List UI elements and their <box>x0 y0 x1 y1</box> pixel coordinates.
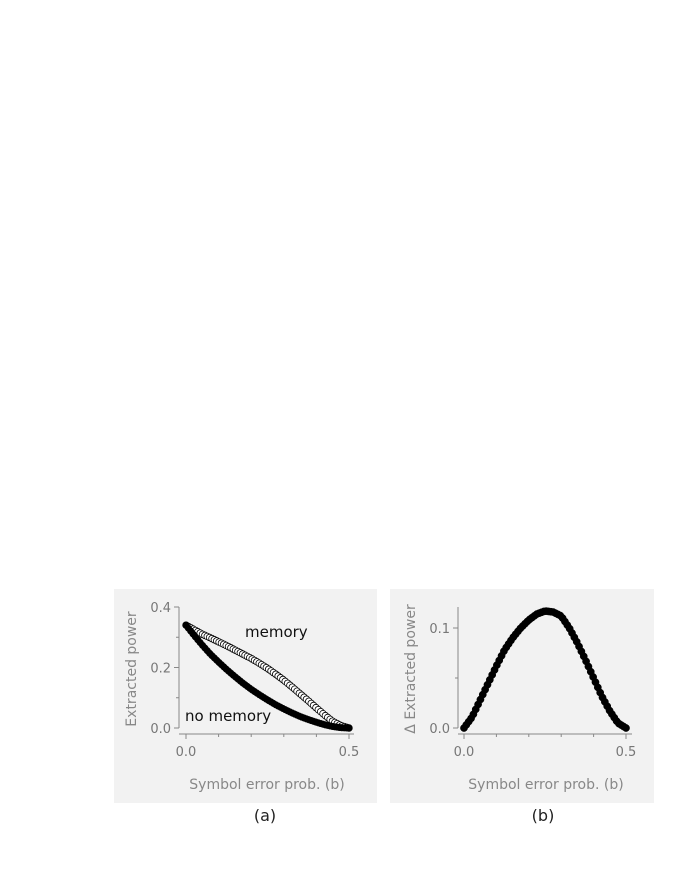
panel-label-a: (a) <box>253 806 277 825</box>
chart-panel-a: 0.0 0.2 0.4 0.0 0.5 Symbol error prob. (b) Ext… <box>114 589 377 803</box>
y-tick-label: 0.1 <box>429 622 450 637</box>
annotation-memory: memory <box>245 623 308 641</box>
y-axis-label: Extracted power <box>124 611 140 727</box>
chart-panel-b: 0.0 0.1 0.0 0.5 Symbol error prob. (b) Δ Extr… <box>390 589 654 803</box>
chart-b-svg: 0.0 0.1 0.0 0.5 Symbol error prob. (b) Δ Extr… <box>403 604 637 793</box>
panel-label-b: (b) <box>531 806 555 825</box>
chart-a-svg: 0.0 0.2 0.4 0.0 0.5 Symbol error prob. (b) Ext… <box>124 601 360 793</box>
x-axis-label: Symbol error prob. (b) <box>468 777 623 793</box>
x-axis-label: Symbol error prob. (b) <box>189 777 344 793</box>
y-tick-label: 0.0 <box>150 722 171 737</box>
y-tick-label: 0.4 <box>150 601 171 616</box>
series-delta <box>460 607 630 732</box>
y-tick-label: 0.2 <box>150 662 171 677</box>
data-point <box>345 724 353 732</box>
annotation-no-memory: no memory <box>185 707 271 725</box>
x-tick-label: 0.0 <box>454 745 475 760</box>
y-tick-label: 0.0 <box>429 722 450 737</box>
y-axis-label: Δ Extracted power <box>403 604 419 734</box>
data-point <box>622 724 630 732</box>
x-tick-label: 0.5 <box>616 745 637 760</box>
x-tick-label: 0.0 <box>176 745 197 760</box>
x-tick-label: 0.5 <box>339 745 360 760</box>
series-no-memory <box>182 621 353 732</box>
